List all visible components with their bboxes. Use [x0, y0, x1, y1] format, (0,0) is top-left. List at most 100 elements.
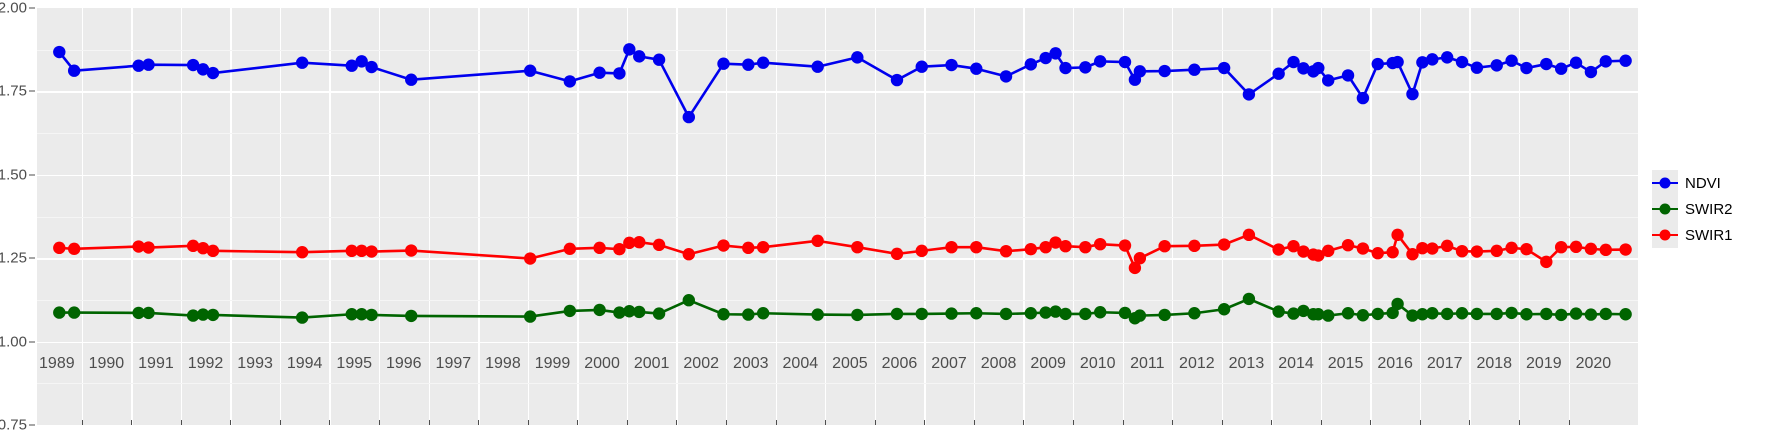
x-axis-tick-mark [924, 420, 926, 425]
data-point [652, 238, 666, 252]
data-point [593, 241, 606, 255]
data-point [1188, 63, 1201, 76]
data-point [1272, 243, 1285, 256]
data-point [186, 58, 200, 72]
x-axis-tick-mark [131, 420, 133, 425]
x-axis-tick-label: 2006 [881, 355, 918, 372]
y-axis-tick-mark [29, 257, 35, 259]
data-point [890, 307, 904, 321]
data-point [1242, 88, 1256, 101]
data-point [186, 239, 200, 253]
data-point [1322, 309, 1335, 322]
data-point [970, 240, 983, 254]
data-point [742, 241, 755, 255]
x-axis-tick-mark [379, 420, 380, 425]
x-axis-tick-label: 2015 [1327, 355, 1364, 372]
data-point [67, 64, 81, 77]
legend-line-marker [1652, 229, 1678, 241]
x-axis-tick-mark [1271, 420, 1273, 425]
legend-point-marker [1659, 177, 1671, 189]
x-axis-tick-label: 2017 [1426, 355, 1463, 372]
data-point [1039, 306, 1052, 319]
grid-line-major-horizontal [37, 174, 1638, 177]
x-axis-tick-label: 2010 [1079, 355, 1116, 372]
data-point [1079, 307, 1092, 321]
data-point [365, 60, 378, 74]
x-axis-tick-mark [1023, 420, 1025, 425]
x-axis-tick-mark [1172, 420, 1174, 425]
data-point [345, 244, 358, 258]
data-point [756, 56, 770, 69]
data-point [563, 304, 577, 318]
data-point [851, 240, 864, 254]
data-point [1118, 55, 1132, 69]
data-point [1584, 65, 1598, 79]
data-point [295, 56, 309, 69]
legend-item-swir2[interactable]: SWIR2 [1652, 196, 1733, 222]
x-axis-tick-label: 1992 [187, 355, 224, 372]
data-point [1217, 303, 1231, 316]
data-point [682, 294, 695, 307]
data-point [1540, 255, 1553, 269]
data-point [1406, 309, 1419, 322]
data-point [1297, 304, 1310, 318]
legend-item-ndvi[interactable]: NDVI [1652, 170, 1733, 196]
grid-line-minor-horizontal [37, 216, 1638, 218]
data-point [1391, 228, 1404, 242]
data-point [1188, 307, 1201, 320]
data-point [890, 247, 904, 261]
data-point [1079, 61, 1092, 74]
data-point [1322, 244, 1335, 258]
data-point [633, 50, 646, 63]
data-point [1188, 239, 1201, 253]
x-axis-tick-label: 2002 [683, 355, 719, 372]
data-point [1242, 292, 1256, 306]
data-point [811, 308, 824, 321]
data-point [1158, 308, 1171, 322]
y-axis-tick-label: 1.75 [0, 82, 27, 100]
legend-item-label: SWIR2 [1685, 200, 1733, 218]
data-point [1470, 307, 1484, 321]
data-point [523, 252, 537, 265]
legend-point-marker [1659, 203, 1671, 215]
x-axis-tick-label: 2018 [1476, 355, 1513, 372]
data-point [1024, 242, 1038, 256]
data-point [1133, 65, 1147, 78]
data-point [1599, 243, 1612, 257]
legend-item-swir1[interactable]: SWIR1 [1652, 222, 1733, 248]
data-point [851, 51, 864, 64]
x-axis-tick-label: 1994 [286, 355, 323, 372]
y-axis-tick-mark [29, 424, 35, 426]
x-axis-tick-label: 2012 [1179, 355, 1215, 372]
data-point [1505, 241, 1518, 255]
data-point [1094, 55, 1107, 68]
data-point [1391, 297, 1404, 311]
grid-line-minor-horizontal [37, 299, 1638, 301]
data-point [1094, 237, 1107, 251]
data-point [1371, 307, 1384, 321]
x-axis-tick-label: 2004 [782, 355, 819, 372]
data-point [1287, 239, 1300, 253]
x-axis-tick-label: 2020 [1575, 355, 1612, 372]
data-point [633, 305, 646, 319]
data-point [1059, 239, 1072, 253]
data-point [1287, 307, 1300, 320]
data-point [1540, 57, 1553, 71]
data-point [999, 70, 1013, 83]
legend-item-label: NDVI [1685, 174, 1721, 192]
grid-line-major-horizontal [37, 91, 1638, 93]
data-point [1118, 306, 1132, 320]
x-axis-tick-mark [478, 420, 480, 425]
data-point [1133, 309, 1147, 322]
data-point [613, 67, 626, 80]
data-point [890, 73, 904, 87]
data-point [1619, 54, 1632, 67]
data-point [1470, 245, 1484, 258]
x-axis-tick-label: 2014 [1278, 355, 1314, 372]
data-point [633, 235, 646, 249]
x-axis-tick-mark [1519, 420, 1521, 425]
x-axis-tick-label: 1995 [336, 355, 373, 372]
x-axis-tick-mark [1072, 420, 1074, 425]
data-point [405, 309, 418, 323]
x-axis-tick-mark [329, 420, 331, 425]
